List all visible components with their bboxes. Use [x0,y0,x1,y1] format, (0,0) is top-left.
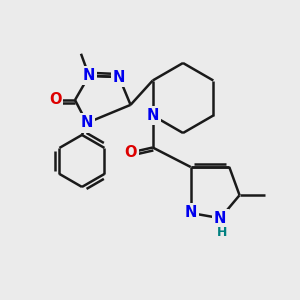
Text: N: N [146,108,159,123]
Text: N: N [184,206,197,220]
Text: N: N [113,70,125,85]
Text: N: N [83,68,95,83]
Text: H: H [217,226,227,239]
Text: O: O [49,92,61,107]
Text: N: N [81,116,93,130]
Text: N: N [214,211,226,226]
Text: O: O [124,145,137,160]
